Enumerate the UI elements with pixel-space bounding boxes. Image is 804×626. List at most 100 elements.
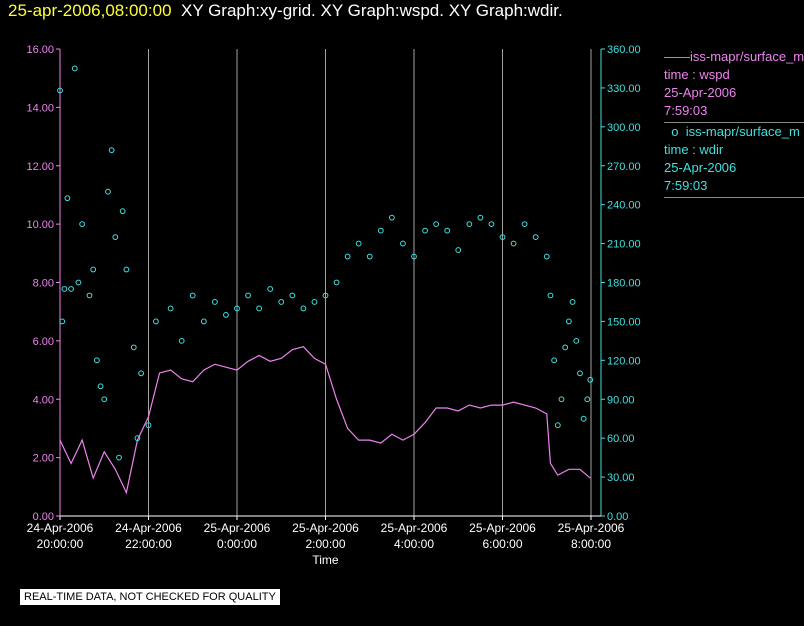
wdir-point bbox=[223, 312, 229, 318]
wdir-point bbox=[90, 266, 97, 273]
quality-notice: REAL-TIME DATA, NOT CHECKED FOR QUALITY bbox=[20, 589, 280, 605]
wdir-point bbox=[587, 376, 594, 383]
wdir-point bbox=[344, 253, 351, 260]
legend-divider-bottom bbox=[664, 197, 804, 198]
wdir-point bbox=[130, 344, 137, 351]
legend-wspd-name: ——iss-mapr/surface_m bbox=[664, 49, 804, 64]
legend-wspd: ——iss-mapr/surface_m time : wspd 25-Apr-… bbox=[664, 48, 804, 120]
wdir-point bbox=[79, 221, 86, 228]
x-tick-label-time: 2:00:00 bbox=[305, 537, 345, 551]
wdir-point bbox=[61, 286, 68, 292]
wdir-point bbox=[433, 221, 440, 228]
chart-title-bar: 25-apr-2006,08:00:00 XY Graph:xy-grid. X… bbox=[8, 1, 563, 21]
y-right-tick-label: 180.00 bbox=[607, 278, 641, 290]
y-right-tick-label: 30.00 bbox=[607, 472, 635, 484]
x-tick-label-time: 20:00:00 bbox=[37, 537, 84, 551]
legend-wspd-line3: 7:59:03 bbox=[664, 103, 708, 118]
y-left-tick-label: 8.00 bbox=[33, 278, 54, 290]
y-right-tick-label: 0.00 bbox=[607, 511, 628, 523]
y-right-tick-label: 150.00 bbox=[607, 316, 641, 328]
wdir-point bbox=[64, 195, 71, 202]
y-left-tick-label: 12.00 bbox=[26, 161, 54, 173]
wdir-point bbox=[71, 65, 78, 72]
y-right-tick-label: 330.00 bbox=[607, 83, 641, 95]
wdir-point bbox=[108, 147, 115, 154]
y-left-tick-label: 14.00 bbox=[26, 102, 54, 114]
wdir-point bbox=[167, 305, 174, 312]
x-tick-label-date: 25-Apr-2006 bbox=[381, 521, 448, 535]
x-tick-label-time: 22:00:00 bbox=[125, 537, 172, 551]
wdir-point bbox=[444, 227, 451, 234]
legend-wdir-line1: time : wdir bbox=[664, 142, 724, 157]
y-left-tick-label: 16.00 bbox=[26, 44, 54, 56]
legend-divider bbox=[664, 122, 804, 123]
x-tick-label-time: 0:00:00 bbox=[217, 537, 257, 551]
wdir-point bbox=[311, 299, 318, 305]
wdir-point bbox=[234, 305, 240, 312]
title-date: 25-apr-2006,08:00:00 bbox=[8, 1, 172, 20]
wdir-point bbox=[580, 415, 587, 422]
legend-wdir-line3: 7:59:03 bbox=[664, 178, 708, 193]
wdir-point bbox=[455, 247, 462, 253]
wdir-point bbox=[499, 234, 506, 240]
wdir-point bbox=[97, 383, 104, 390]
wdir-point bbox=[333, 279, 340, 286]
wdir-point bbox=[300, 305, 307, 312]
wdir-point bbox=[411, 253, 417, 260]
wdir-point bbox=[267, 286, 274, 292]
wdir-point bbox=[189, 292, 196, 299]
x-tick-label-date: 25-Apr-2006 bbox=[204, 521, 271, 535]
wdir-point bbox=[466, 221, 473, 228]
wdir-point bbox=[543, 253, 550, 260]
wdir-point bbox=[123, 266, 130, 273]
wdir-point bbox=[565, 318, 572, 325]
x-tick-label-time: 8:00:00 bbox=[571, 537, 611, 551]
y-right-tick-label: 270.00 bbox=[607, 161, 641, 173]
wdir-point bbox=[584, 396, 591, 403]
wdir-point bbox=[573, 337, 580, 344]
legend-wspd-line2: 25-Apr-2006 bbox=[664, 85, 737, 100]
y-right-tick-label: 210.00 bbox=[607, 239, 641, 251]
x-tick-label-time: 4:00:00 bbox=[394, 537, 434, 551]
wspd-line bbox=[59, 346, 591, 495]
wdir-point bbox=[366, 253, 373, 260]
x-tick-label-date: 25-Apr-2006 bbox=[469, 521, 536, 535]
wdir-point bbox=[558, 396, 565, 403]
wdir-point bbox=[256, 305, 263, 312]
wdir-point bbox=[68, 286, 74, 292]
legend-wspd-line1: time : wspd bbox=[664, 67, 730, 82]
wdir-point bbox=[388, 214, 395, 221]
legend-wdir: o iss-mapr/surface_m time : wdir 25-Apr-… bbox=[664, 123, 804, 195]
x-tick-label-date: 25-Apr-2006 bbox=[558, 521, 625, 535]
wdir-point bbox=[289, 292, 296, 299]
wdir-point bbox=[93, 357, 100, 364]
wdir-point bbox=[57, 87, 63, 94]
wdir-point bbox=[105, 188, 111, 195]
wdir-point bbox=[562, 344, 569, 351]
wdir-point bbox=[116, 454, 122, 461]
y-right-tick-label: 60.00 bbox=[607, 433, 635, 445]
wdir-point bbox=[112, 234, 119, 240]
y-right-tick-label: 360.00 bbox=[607, 44, 641, 56]
y-right-tick-label: 300.00 bbox=[607, 122, 641, 134]
y-right-tick-label: 240.00 bbox=[607, 200, 641, 212]
wdir-point bbox=[101, 396, 108, 403]
wdir-point bbox=[377, 227, 384, 234]
wdir-point bbox=[400, 240, 406, 247]
wdir-point bbox=[245, 292, 251, 299]
wdir-point bbox=[521, 221, 528, 228]
wdir-point bbox=[138, 370, 145, 377]
wdir-point bbox=[547, 292, 554, 299]
wdir-point bbox=[322, 292, 329, 299]
legend-wdir-line2: 25-Apr-2006 bbox=[664, 160, 737, 175]
y-left-tick-label: 2.00 bbox=[33, 453, 54, 465]
y-left-tick-label: 0.00 bbox=[33, 511, 54, 523]
legend-wdir-name: o iss-mapr/surface_m bbox=[664, 124, 800, 139]
wdir-point bbox=[211, 299, 218, 305]
wdir-point bbox=[554, 422, 561, 429]
y-right-tick-label: 120.00 bbox=[607, 355, 641, 367]
wdir-point bbox=[145, 422, 152, 429]
y-right-tick-label: 90.00 bbox=[607, 394, 635, 406]
wdir-point bbox=[488, 221, 495, 228]
